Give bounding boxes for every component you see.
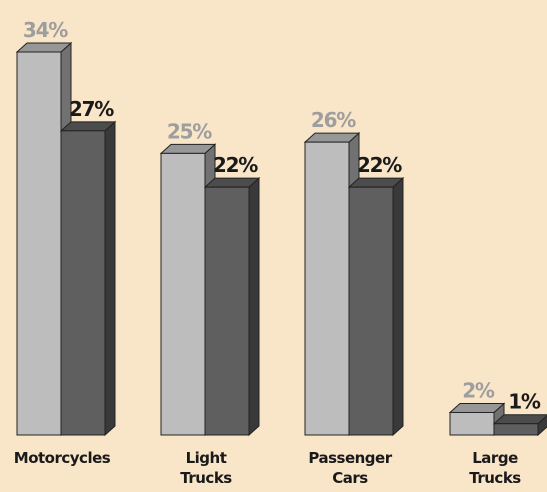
value-labels-layer: 34%27%25%22%26%22%2% 1%: [23, 18, 542, 414]
value-label-3-1: 1%: [508, 390, 541, 414]
value-label-2-0: 26%: [311, 108, 356, 132]
value-label-0-0: 34%: [23, 18, 68, 42]
value-label-0-1: 27%: [69, 97, 114, 121]
bar-2-1: [347, 177, 405, 437]
value-label-1-1: 22%: [213, 153, 258, 177]
value-label-1-0: 25%: [167, 119, 212, 143]
bar-3-1: [492, 414, 547, 437]
category-label-0-line-0: Motorcycles: [14, 449, 111, 467]
category-labels-layer: Motorcycles Light Trucks Passenger Cars Large…: [14, 449, 522, 487]
bar-1-1: [203, 177, 261, 437]
value-label-2-1: 22%: [357, 153, 402, 177]
bars-layer: [15, 41, 547, 437]
value-label-3-0: 2%: [462, 378, 495, 402]
category-label-1-line-1: Trucks: [180, 469, 232, 487]
category-label-1-line-0: Light: [186, 449, 227, 467]
category-label-2-line-0: Passenger: [308, 449, 392, 467]
bar-0-1: [59, 120, 117, 437]
category-label-3-line-0: Large: [472, 449, 518, 467]
category-label-2-line-1: Cars: [332, 469, 368, 487]
category-label-3-line-1: Trucks: [469, 469, 521, 487]
